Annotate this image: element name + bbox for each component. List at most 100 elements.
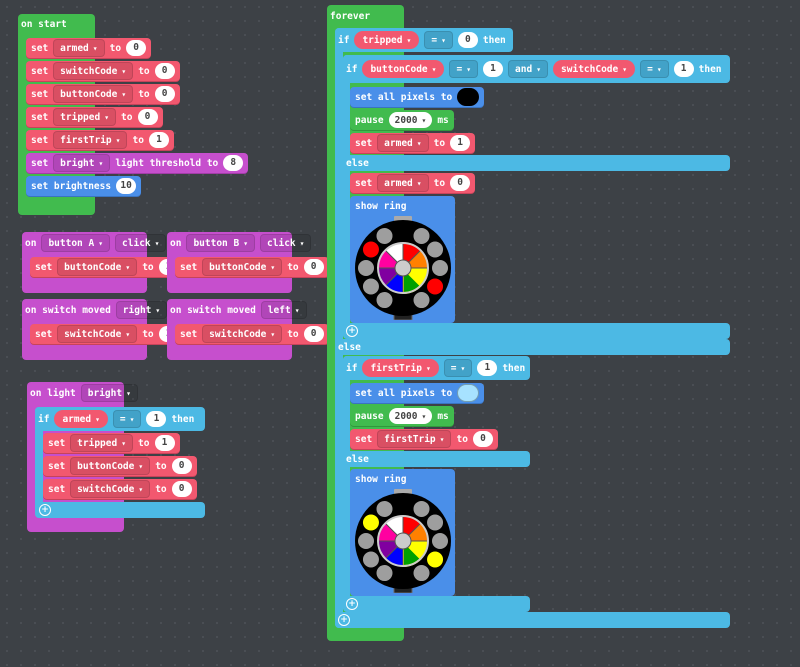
- number-input[interactable]: 0: [137, 109, 158, 125]
- dropdown[interactable]: switchCode ▾: [202, 325, 283, 343]
- number-input[interactable]: 0: [171, 481, 192, 497]
- dropdown[interactable]: right ▾: [115, 301, 168, 319]
- if-else-bottom[interactable]: [335, 612, 730, 628]
- dropdown[interactable]: bright ▾: [53, 154, 111, 172]
- set-all-pixels-block[interactable]: set all pixels to: [350, 383, 485, 403]
- variable-dropdown[interactable]: tripped ▾: [354, 31, 420, 49]
- led-pixel[interactable]: [427, 551, 444, 568]
- number-input[interactable]: 0: [457, 32, 478, 48]
- set-variable-block[interactable]: set armed ▾ to 0: [350, 173, 476, 193]
- number-input[interactable]: 0: [303, 259, 324, 275]
- statement-block[interactable]: set buttonCode ▾ to 0: [26, 84, 180, 104]
- dropdown[interactable]: tripped ▾: [70, 434, 134, 452]
- variable-dropdown[interactable]: buttonCode ▾: [362, 60, 445, 78]
- operator-dropdown[interactable]: = ▾: [449, 60, 479, 78]
- add-else-icon[interactable]: +: [346, 598, 358, 610]
- set-variable-block[interactable]: set switchCode ▾ to 0: [175, 324, 329, 344]
- led-pixel[interactable]: [413, 565, 430, 582]
- inner-if-else-bar[interactable]: [343, 155, 730, 171]
- pause-block[interactable]: pause 2000 ▾ ms: [350, 110, 454, 130]
- operator-dropdown[interactable]: = ▾: [443, 359, 473, 377]
- dropdown[interactable]: click ▾: [260, 234, 312, 252]
- led-pixel[interactable]: [362, 551, 379, 568]
- number-input[interactable]: 1: [146, 411, 167, 427]
- statement-block[interactable]: set firstTrip ▾ to 1: [26, 130, 174, 150]
- set-variable-block[interactable]: set buttonCode ▾ to 0: [43, 456, 197, 476]
- led-pixel[interactable]: [427, 241, 444, 258]
- number-input[interactable]: 0: [154, 63, 175, 79]
- number-input[interactable]: 1: [450, 135, 471, 151]
- set-variable-block[interactable]: set buttonCode ▾ to 0: [175, 257, 329, 277]
- number-input[interactable]: 0: [171, 458, 192, 474]
- dropdown[interactable]: buttonCode ▾: [70, 457, 151, 475]
- led-pixel[interactable]: [362, 278, 379, 295]
- dropdown[interactable]: firstTrip ▾: [377, 430, 452, 448]
- set-variable-block[interactable]: set armed ▾ to 1: [350, 133, 476, 153]
- led-pixel[interactable]: [358, 533, 374, 549]
- dropdown[interactable]: left ▾: [260, 301, 307, 319]
- dropdown[interactable]: 2000 ▾: [388, 112, 433, 128]
- number-input[interactable]: 1: [477, 360, 498, 376]
- variable-dropdown[interactable]: switchCode ▾: [553, 60, 636, 78]
- led-pixel[interactable]: [376, 500, 393, 517]
- second-if-arm[interactable]: [343, 356, 350, 611]
- number-input[interactable]: 10: [116, 178, 137, 194]
- operator-dropdown[interactable]: = ▾: [424, 31, 453, 49]
- number-input[interactable]: 0: [472, 431, 493, 447]
- led-pixel[interactable]: [413, 292, 430, 309]
- statement-block[interactable]: set tripped ▾ to 0: [26, 107, 163, 127]
- if-block-bottom[interactable]: [35, 502, 205, 518]
- dropdown[interactable]: switchCode ▾: [70, 480, 151, 498]
- inner-if-arm[interactable]: [343, 55, 350, 338]
- dropdown[interactable]: armed ▾: [377, 174, 429, 192]
- led-pixel[interactable]: [362, 514, 379, 531]
- number-input[interactable]: 1: [483, 61, 504, 77]
- led-pixel[interactable]: [362, 241, 379, 258]
- palette-center[interactable]: [394, 259, 412, 277]
- dropdown[interactable]: buttonCode ▾: [57, 258, 138, 276]
- show-ring-block[interactable]: show ring: [350, 469, 455, 596]
- led-pixel[interactable]: [413, 500, 430, 517]
- dropdown[interactable]: armed ▾: [377, 134, 429, 152]
- inner-if-bottom[interactable]: [343, 323, 730, 339]
- operator-dropdown[interactable]: = ▾: [640, 60, 669, 78]
- dropdown[interactable]: armed ▾: [53, 39, 105, 57]
- led-pixel[interactable]: [376, 565, 393, 582]
- palette-center[interactable]: [394, 532, 412, 550]
- add-else-icon[interactable]: +: [39, 504, 51, 516]
- if-block-arm[interactable]: [35, 407, 43, 517]
- number-input[interactable]: 0: [450, 175, 471, 191]
- variable-dropdown[interactable]: firstTrip ▾: [362, 359, 439, 377]
- set-variable-block[interactable]: set firstTrip ▾ to 0: [350, 429, 498, 449]
- add-else-icon[interactable]: +: [338, 614, 350, 626]
- led-pixel[interactable]: [427, 514, 444, 531]
- dropdown[interactable]: firstTrip ▾: [53, 131, 128, 149]
- led-pixel[interactable]: [376, 227, 393, 244]
- statement-block[interactable]: set armed ▾ to 0: [26, 38, 152, 58]
- dropdown[interactable]: tripped ▾: [53, 108, 117, 126]
- led-pixel[interactable]: [413, 227, 430, 244]
- ring-editor[interactable]: [354, 489, 452, 593]
- dropdown[interactable]: switchCode ▾: [57, 325, 138, 343]
- set-variable-block[interactable]: set switchCode ▾ to 0: [43, 479, 197, 499]
- dropdown[interactable]: bright ▾: [80, 384, 138, 402]
- dropdown[interactable]: button A ▾: [41, 234, 111, 252]
- dropdown[interactable]: button B ▾: [186, 234, 256, 252]
- operator-dropdown[interactable]: = ▾: [112, 410, 142, 428]
- color-swatch[interactable]: [457, 384, 480, 402]
- set-variable-block[interactable]: set tripped ▾ to 1: [43, 433, 180, 453]
- statement-block[interactable]: set switchCode ▾ to 0: [26, 61, 180, 81]
- led-pixel[interactable]: [376, 292, 393, 309]
- led-pixel[interactable]: [432, 260, 448, 276]
- second-if-else-bar[interactable]: [343, 451, 530, 467]
- led-pixel[interactable]: [358, 260, 374, 276]
- operator-dropdown[interactable]: and ▾: [508, 60, 549, 78]
- number-input[interactable]: 0: [303, 326, 324, 342]
- if-else-else-bar[interactable]: [335, 339, 730, 355]
- number-input[interactable]: 0: [154, 86, 175, 102]
- led-pixel[interactable]: [432, 533, 448, 549]
- number-input[interactable]: 1: [154, 435, 175, 451]
- set-all-pixels-block[interactable]: set all pixels to: [350, 87, 485, 107]
- number-input[interactable]: 1: [673, 61, 694, 77]
